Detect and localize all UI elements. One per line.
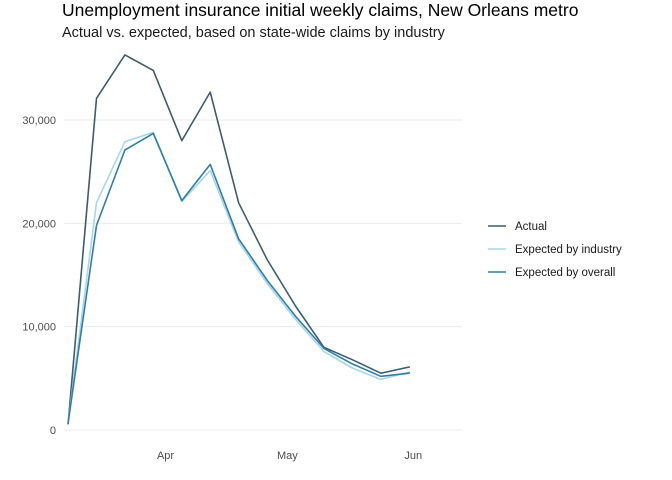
y-tick-label: 0 bbox=[50, 425, 56, 437]
x-axis-ticks: Apr May Jun bbox=[157, 450, 422, 462]
legend-label: Expected by overall bbox=[515, 267, 615, 279]
series-line-expected-by-industry bbox=[67, 131, 411, 424]
series-line-actual bbox=[67, 54, 411, 425]
legend: Actual Expected by industry Expected by ov… bbox=[488, 221, 622, 279]
y-tick-label: 30,000 bbox=[22, 115, 56, 127]
legend-label: Actual bbox=[515, 221, 547, 233]
grid-lines bbox=[64, 119, 462, 431]
chart-subtitle: Actual vs. expected, based on state-wide… bbox=[62, 25, 445, 41]
x-tick-label: Apr bbox=[157, 450, 174, 462]
chart-title: Unemployment insurance initial weekly cl… bbox=[62, 0, 579, 20]
y-axis-ticks: 0 10,000 20,000 30,000 bbox=[22, 115, 56, 437]
series-line-expected-by-overall bbox=[67, 132, 411, 424]
series-lines bbox=[67, 54, 411, 425]
y-tick-label: 10,000 bbox=[22, 322, 56, 334]
y-tick-label: 20,000 bbox=[22, 218, 56, 230]
x-tick-label: Jun bbox=[404, 450, 422, 462]
x-tick-label: May bbox=[277, 450, 298, 462]
legend-label: Expected by industry bbox=[515, 244, 622, 256]
